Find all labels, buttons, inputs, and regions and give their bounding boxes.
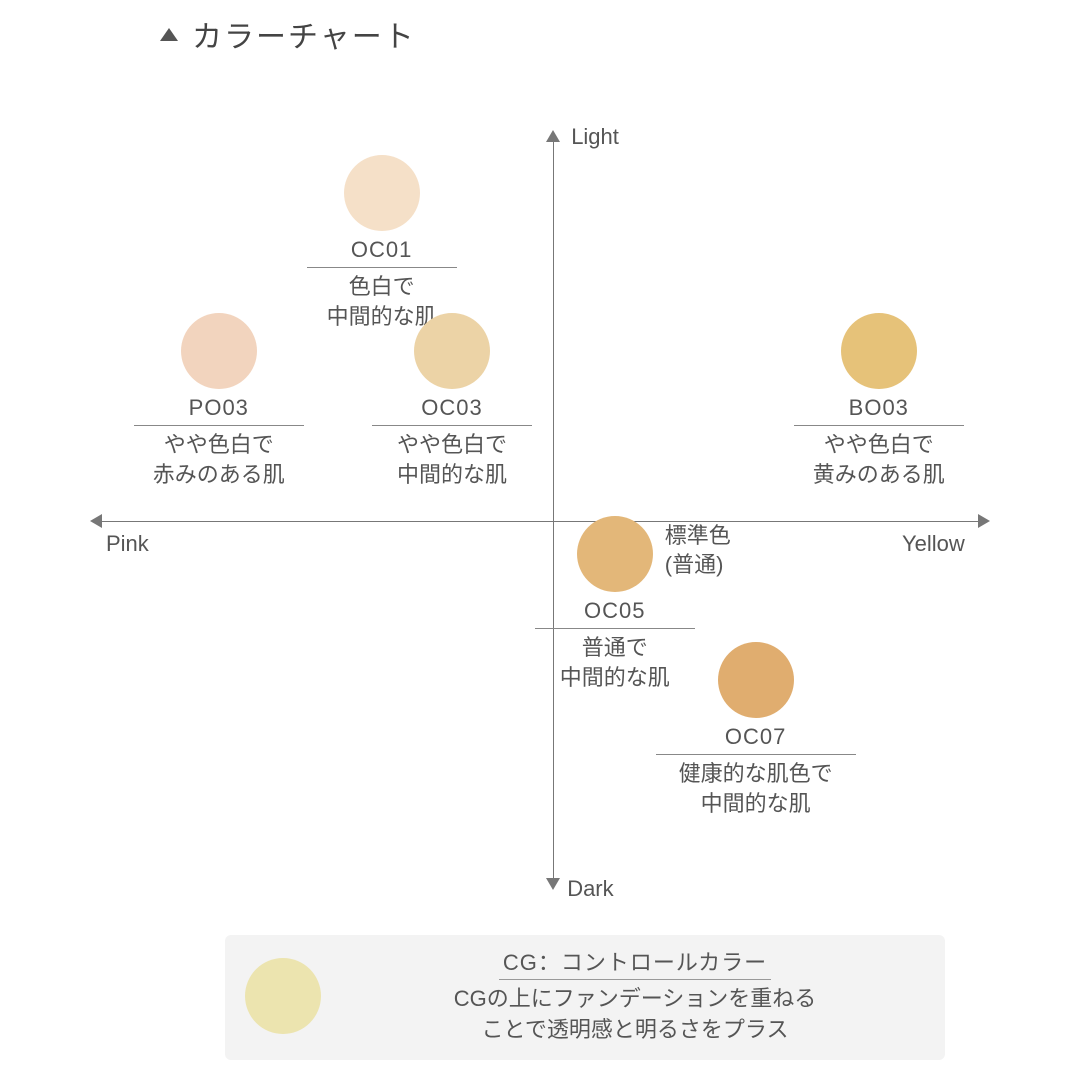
footer-desc-line1: CGの上にファンデーションを重ねる — [454, 986, 817, 1011]
color-chart: LightDarkPinkYellowOC01色白で中間的な肌PO03やや色白で… — [100, 140, 980, 880]
swatch-desc-line1-bo03: やや色白で — [824, 432, 934, 457]
axis-arrow-up — [546, 130, 560, 142]
swatch-note-oc05: 標準色 (普通) — [665, 522, 731, 579]
footer-control-color: CG：コントロールカラー CGの上にファンデーションを重ねる ことで透明感と明る… — [225, 935, 945, 1060]
page-title: カラーチャート — [192, 12, 416, 56]
chevron-up-icon — [160, 28, 178, 41]
swatch-desc-line2-po03: 赤みのある肌 — [153, 462, 285, 487]
axis-arrow-left — [90, 514, 102, 528]
swatch-note-line2-oc05: (普通) — [665, 552, 724, 577]
swatch-note-line1-oc05: 標準色 — [665, 523, 731, 548]
swatch-circle-oc07 — [718, 642, 794, 718]
swatch-desc-oc07: 健康的な肌色で中間的な肌 — [656, 759, 856, 818]
swatch-desc-line2-oc07: 中間的な肌 — [701, 791, 811, 816]
swatch-code-oc03: OC03 — [372, 395, 532, 421]
swatch-desc-line1-oc05: 普通で — [582, 635, 648, 660]
swatch-code-oc07: OC07 — [656, 724, 856, 750]
axis-arrow-right — [978, 514, 990, 528]
y-axis — [553, 140, 554, 880]
swatch-divider-oc07 — [656, 754, 856, 755]
swatch-divider-bo03 — [794, 425, 964, 426]
footer-desc: CGの上にファンデーションを重ねる ことで透明感と明るさをプラス — [345, 984, 925, 1046]
swatch-circle-oc01 — [344, 155, 420, 231]
swatch-circle-po03 — [181, 313, 257, 389]
swatch-code-oc01: OC01 — [307, 237, 457, 263]
swatch-desc-line2-oc05: 中間的な肌 — [560, 665, 670, 690]
swatch-circle-bo03 — [841, 313, 917, 389]
swatch-po03: PO03 やや色白で赤みのある肌 — [134, 313, 304, 489]
swatch-circle-oc05 — [577, 516, 653, 592]
swatch-code-oc05: OC05 — [535, 598, 695, 624]
swatch-divider-po03 — [134, 425, 304, 426]
swatch-code-po03: PO03 — [134, 395, 304, 421]
swatch-desc-line1-oc07: 健康的な肌色で — [679, 761, 833, 786]
swatch-desc-line2-oc03: 中間的な肌 — [397, 462, 507, 487]
axis-label-bottom: Dark — [567, 876, 613, 902]
footer-desc-line2: ことで透明感と明るさをプラス — [482, 1017, 789, 1042]
axis-label-left: Pink — [106, 531, 149, 557]
swatch-desc-oc03: やや色白で中間的な肌 — [372, 430, 532, 489]
swatch-divider-oc05 — [535, 628, 695, 629]
swatch-desc-line2-bo03: 黄みのある肌 — [813, 462, 945, 487]
cg-swatch — [245, 958, 321, 1034]
swatch-bo03: BO03 やや色白で黄みのある肌 — [794, 313, 964, 489]
swatch-desc-po03: やや色白で赤みのある肌 — [134, 430, 304, 489]
page: カラーチャート Light Dark Pink Yellow OC01 色白で中間的な肌 P… — [0, 0, 1080, 1080]
axis-arrow-down — [546, 878, 560, 890]
swatch-circle-oc03 — [414, 313, 490, 389]
swatch-oc01: OC01色白で中間的な肌 — [307, 155, 457, 331]
swatch-divider-oc03 — [372, 425, 532, 426]
swatch-oc03: OC03 やや色白で中間的な肌 — [372, 313, 532, 489]
axis-label-right: Yellow — [902, 531, 965, 557]
header[interactable]: カラーチャート — [160, 12, 416, 56]
footer-title: CG：コントロールカラー — [499, 945, 771, 980]
swatch-desc-bo03: やや色白で黄みのある肌 — [794, 430, 964, 489]
footer-text: CG：コントロールカラー CGの上にファンデーションを重ねる ことで透明感と明る… — [345, 945, 925, 1046]
swatch-divider-oc01 — [307, 267, 457, 268]
axis-label-top: Light — [571, 124, 619, 150]
swatch-code-bo03: BO03 — [794, 395, 964, 421]
swatch-desc-line1-oc01: 色白で — [349, 274, 415, 299]
swatch-oc07: OC07 健康的な肌色で中間的な肌 — [656, 642, 856, 818]
swatch-desc-line1-oc03: やや色白で — [397, 432, 507, 457]
swatch-desc-line1-po03: やや色白で — [164, 432, 274, 457]
